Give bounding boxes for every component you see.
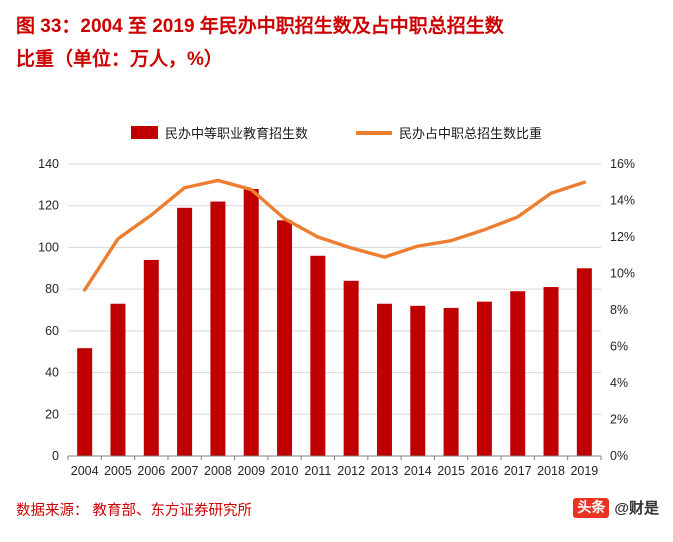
left-axis-label: 40 — [45, 366, 59, 380]
bar — [443, 307, 459, 456]
x-axis-label: 2011 — [304, 464, 331, 478]
bar — [210, 201, 226, 456]
right-axis-label: 8% — [610, 303, 628, 317]
legend-label-bar-series: 民办中等职业教育招生数 — [164, 126, 308, 141]
x-axis-label: 2010 — [271, 464, 299, 478]
x-axis-label: 2009 — [237, 464, 265, 478]
bar — [510, 291, 526, 456]
x-axis-label: 2019 — [570, 464, 598, 478]
toutiao-badge: 头条 — [573, 497, 610, 518]
legend-item-line-series: 民办占中职总招生数比重 — [356, 123, 542, 142]
watermark-handle: @财是 — [614, 500, 659, 517]
left-axis-label: 140 — [38, 157, 59, 171]
figure-title: 图 33：2004 至 2019 年民办中职招生数及占中职总招生数 比重（单位：… — [16, 10, 656, 76]
chart-legend: 民办中等职业教育招生数 民办占中职总招生数比重 — [0, 123, 673, 142]
line-swatch-icon — [356, 130, 392, 135]
x-axis-label: 2007 — [171, 464, 199, 478]
left-axis-label: 100 — [38, 240, 59, 254]
right-axis-label: 10% — [610, 267, 635, 281]
right-axis-label: 4% — [610, 376, 628, 390]
left-axis-label: 20 — [45, 407, 59, 421]
figure-title-line2: 比重（单位：万人，%） — [16, 49, 223, 70]
bar — [143, 259, 159, 456]
right-axis-label: 0% — [610, 449, 628, 463]
right-axis-label: 6% — [610, 340, 628, 354]
bar — [277, 220, 293, 456]
bar — [343, 280, 359, 456]
x-axis-label: 2008 — [204, 464, 232, 478]
left-axis-label: 60 — [45, 324, 59, 338]
x-axis-label: 2005 — [104, 464, 132, 478]
bar — [376, 303, 392, 456]
right-axis-label: 12% — [610, 230, 635, 244]
left-axis-label: 0 — [52, 449, 59, 463]
x-axis-label: 2015 — [437, 464, 465, 478]
bar — [177, 207, 193, 456]
bar — [310, 255, 326, 456]
figure-title-line1: 图 33：2004 至 2019 年民办中职招生数及占中职总招生数 — [16, 16, 504, 37]
bar-swatch-icon — [130, 126, 158, 139]
x-axis-label: 2018 — [537, 464, 565, 478]
x-axis-label: 2014 — [404, 464, 432, 478]
x-axis-label: 2006 — [137, 464, 165, 478]
legend-label-line-series: 民办占中职总招生数比重 — [399, 126, 543, 141]
bar — [77, 348, 93, 456]
watermark: 头条 @财是 — [573, 497, 659, 518]
x-axis-label: 2012 — [337, 464, 365, 478]
bar — [576, 268, 592, 456]
combo-chart: 0 20 40 60 80 100 120 140 0% 2% 4% 6% 8% 10% 12% 14% 16%… — [38, 157, 635, 478]
left-axis-label: 120 — [38, 199, 59, 213]
right-axis-label: 16% — [610, 157, 635, 171]
bar — [543, 287, 559, 456]
x-axis-label: 2013 — [371, 464, 399, 478]
x-axis-label: 2017 — [504, 464, 532, 478]
bar — [476, 301, 492, 456]
trend-line — [82, 178, 587, 292]
bar — [410, 305, 426, 456]
bar — [110, 303, 126, 456]
data-source: 数据来源： 教育部、东方证券研究所 — [16, 503, 253, 519]
x-axis-label: 2016 — [471, 464, 499, 478]
left-axis-label: 80 — [45, 282, 59, 296]
bar — [243, 189, 259, 456]
right-axis-label: 14% — [610, 194, 635, 208]
legend-item-bar-series: 民办中等职业教育招生数 — [130, 123, 308, 142]
right-axis-label: 2% — [610, 413, 628, 427]
x-axis-label: 2004 — [71, 464, 99, 478]
